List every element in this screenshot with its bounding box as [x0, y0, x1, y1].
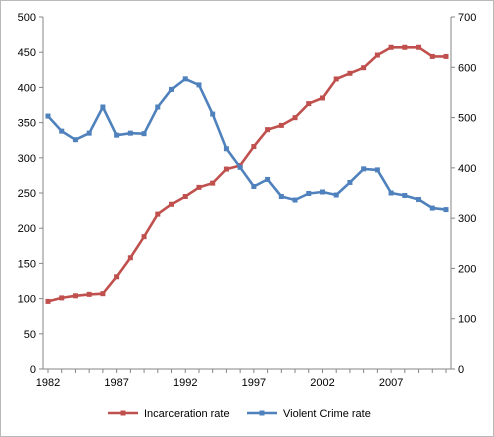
- data-point: [72, 293, 78, 299]
- data-point: [141, 131, 147, 137]
- right-y-tick-label: 300: [458, 213, 476, 225]
- x-tick-label: 1987: [104, 377, 128, 389]
- right-y-tick-label: 400: [458, 163, 476, 175]
- right-y-tick-label: 600: [458, 62, 476, 74]
- data-point: [86, 130, 92, 136]
- data-point: [141, 234, 147, 240]
- data-point: [182, 194, 188, 200]
- legend-entry-0: Incarceration rate: [108, 408, 230, 420]
- data-point: [100, 291, 106, 297]
- data-point: [127, 255, 133, 261]
- data-point: [169, 86, 175, 92]
- legend-swatch-marker: [120, 410, 126, 416]
- data-point: [333, 192, 339, 198]
- data-point: [416, 44, 422, 50]
- data-point: [402, 193, 408, 199]
- data-point: [292, 115, 298, 121]
- data-point: [388, 44, 394, 50]
- data-point: [182, 76, 188, 82]
- data-point: [374, 52, 380, 58]
- data-point: [306, 191, 312, 197]
- left-y-tick-label: 0: [30, 364, 36, 376]
- x-tick-label: 1997: [242, 377, 266, 389]
- x-tick-label: 1982: [36, 377, 60, 389]
- data-point: [429, 205, 435, 211]
- data-point: [319, 189, 325, 195]
- data-point: [361, 65, 367, 71]
- data-point: [265, 176, 271, 182]
- left-y-tick-label: 350: [18, 118, 36, 130]
- data-point: [223, 166, 229, 172]
- data-point: [319, 95, 325, 101]
- data-point: [196, 184, 202, 190]
- data-point: [100, 104, 106, 110]
- legend-swatch-marker: [259, 410, 265, 416]
- data-point: [333, 76, 339, 82]
- data-point: [251, 144, 257, 150]
- data-point: [402, 44, 408, 50]
- legend: Incarceration rate Violent Crime rate: [108, 408, 371, 420]
- data-point: [443, 53, 449, 59]
- axes: 0 50 100 150 200 250 300 350 400 450 500 0 100 200 300…: [18, 12, 477, 389]
- series-layer: [45, 44, 449, 304]
- data-point: [169, 201, 175, 207]
- left-y-tick-label: 200: [18, 223, 36, 235]
- data-point: [127, 130, 133, 136]
- data-point: [388, 190, 394, 196]
- data-point: [361, 166, 367, 172]
- data-point: [45, 113, 51, 119]
- data-point: [416, 197, 422, 203]
- data-point: [292, 197, 298, 203]
- data-point: [347, 179, 353, 185]
- data-point: [306, 101, 312, 107]
- left-y-tick-label: 500: [18, 12, 36, 24]
- data-point: [223, 146, 229, 152]
- legend-entry-1: Violent Crime rate: [247, 408, 371, 420]
- left-y-tick-label: 150: [18, 258, 36, 270]
- legend-label: Incarceration rate: [144, 408, 230, 420]
- data-point: [210, 180, 216, 186]
- series-1: [45, 76, 449, 213]
- right-y-tick-label: 500: [458, 113, 476, 125]
- right-y-tick-label: 200: [458, 263, 476, 275]
- data-point: [429, 53, 435, 59]
- data-point: [443, 207, 449, 213]
- data-point: [59, 295, 65, 301]
- data-point: [155, 211, 161, 217]
- data-point: [278, 122, 284, 128]
- data-point: [59, 128, 65, 134]
- left-y-tick-label: 300: [18, 153, 36, 165]
- series-line: [47, 77, 447, 211]
- data-point: [196, 82, 202, 88]
- data-point: [374, 167, 380, 173]
- x-tick-label: 2002: [310, 377, 334, 389]
- left-y-tick-label: 100: [18, 294, 36, 306]
- left-y-tick-label: 450: [18, 47, 36, 59]
- legend-label: Violent Crime rate: [283, 408, 371, 420]
- x-tick-label: 1992: [173, 377, 197, 389]
- right-y-tick-label: 0: [458, 364, 464, 376]
- data-point: [278, 194, 284, 200]
- data-point: [155, 104, 161, 110]
- x-tick-label: 2007: [379, 377, 403, 389]
- left-y-tick-label: 50: [24, 329, 36, 341]
- data-point: [347, 70, 353, 76]
- right-y-tick-label: 100: [458, 314, 476, 326]
- data-point: [114, 132, 120, 138]
- data-point: [265, 127, 271, 133]
- right-y-tick-label: 700: [458, 12, 476, 24]
- data-point: [237, 164, 243, 170]
- data-point: [251, 183, 257, 189]
- data-point: [86, 291, 92, 297]
- data-point: [45, 298, 51, 304]
- data-point: [114, 274, 120, 280]
- series-0: [45, 44, 449, 304]
- left-y-tick-label: 400: [18, 82, 36, 94]
- left-y-tick-label: 250: [18, 188, 36, 200]
- data-point: [72, 137, 78, 143]
- data-point: [210, 111, 216, 117]
